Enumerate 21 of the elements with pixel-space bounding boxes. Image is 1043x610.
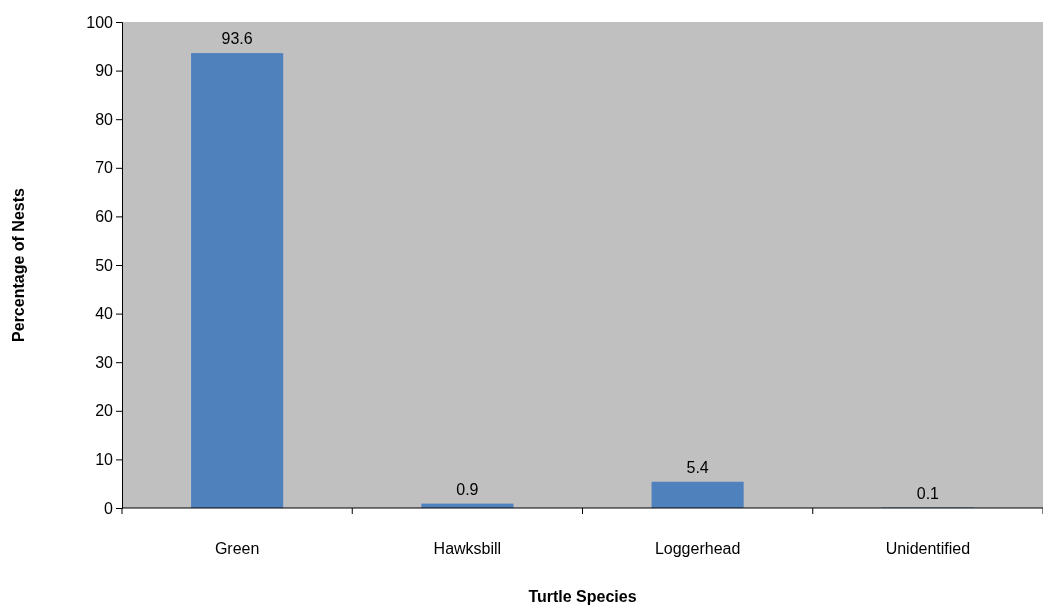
data-label: 5.4 <box>686 458 709 476</box>
y-tick-label: 90 <box>95 62 114 80</box>
y-tick-label: 80 <box>95 110 114 128</box>
y-tick-label: 100 <box>86 13 114 31</box>
data-label: 0.1 <box>916 484 940 502</box>
data-label: 93.6 <box>221 30 253 48</box>
y-tick-label: 70 <box>95 159 114 177</box>
y-tick-label: 0 <box>104 499 114 517</box>
x-tick-label: Unidentified <box>885 540 971 557</box>
y-tick-label: 50 <box>95 256 114 274</box>
y-tick-label: 20 <box>95 402 114 420</box>
y-tick-label: 60 <box>95 208 114 226</box>
x-tick-label: Loggerhead <box>654 540 741 557</box>
y-tick-label: 10 <box>95 451 114 469</box>
y-tick-label: 40 <box>95 305 114 323</box>
data-label: 0.9 <box>456 480 479 498</box>
x-axis-title: Turtle Species <box>528 588 637 605</box>
y-tick-label: 30 <box>95 353 114 371</box>
x-tick-label: Green <box>214 540 260 557</box>
x-tick-label: Hawksbill <box>433 540 502 557</box>
y-axis-title: Percentage of Nests <box>10 187 27 342</box>
